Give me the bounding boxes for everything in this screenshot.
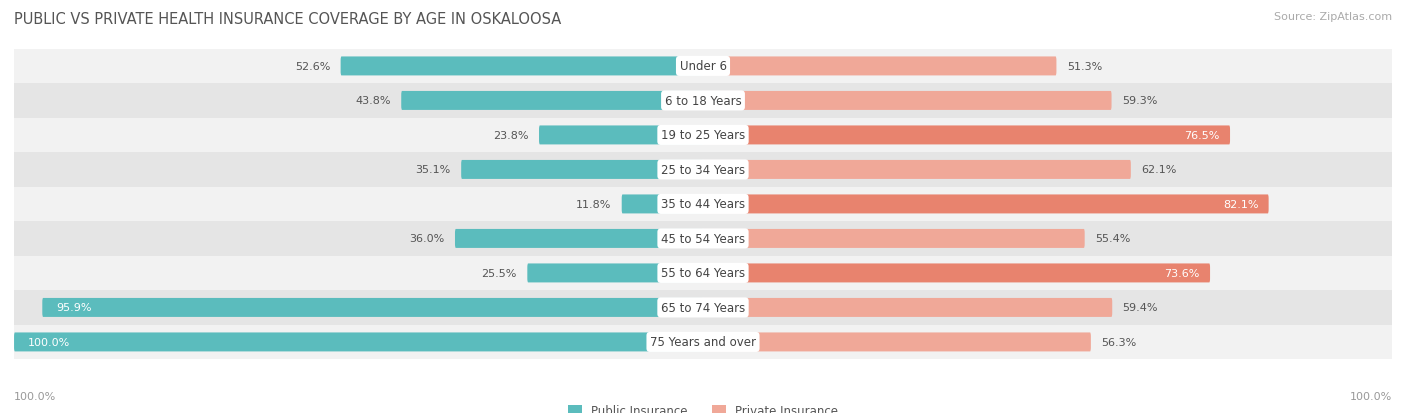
FancyBboxPatch shape: [703, 298, 1112, 317]
FancyBboxPatch shape: [401, 92, 703, 111]
FancyBboxPatch shape: [14, 84, 1392, 119]
Text: 25.5%: 25.5%: [482, 268, 517, 278]
Text: 59.3%: 59.3%: [1122, 96, 1157, 106]
Text: Under 6: Under 6: [679, 60, 727, 73]
Text: Source: ZipAtlas.com: Source: ZipAtlas.com: [1274, 12, 1392, 22]
Text: 19 to 25 Years: 19 to 25 Years: [661, 129, 745, 142]
FancyBboxPatch shape: [703, 126, 1230, 145]
FancyBboxPatch shape: [340, 57, 703, 76]
Text: 62.1%: 62.1%: [1142, 165, 1177, 175]
Text: 35 to 44 Years: 35 to 44 Years: [661, 198, 745, 211]
Text: 75 Years and over: 75 Years and over: [650, 336, 756, 349]
Text: 95.9%: 95.9%: [56, 303, 91, 313]
FancyBboxPatch shape: [703, 332, 1091, 351]
Text: 100.0%: 100.0%: [28, 337, 70, 347]
Text: 36.0%: 36.0%: [409, 234, 444, 244]
Text: 100.0%: 100.0%: [14, 391, 56, 401]
FancyBboxPatch shape: [14, 325, 1392, 359]
Legend: Public Insurance, Private Insurance: Public Insurance, Private Insurance: [564, 399, 842, 413]
Text: 43.8%: 43.8%: [356, 96, 391, 106]
FancyBboxPatch shape: [461, 161, 703, 180]
Text: 55.4%: 55.4%: [1095, 234, 1130, 244]
FancyBboxPatch shape: [703, 57, 1056, 76]
Text: 11.8%: 11.8%: [576, 199, 612, 209]
Text: 65 to 74 Years: 65 to 74 Years: [661, 301, 745, 314]
FancyBboxPatch shape: [14, 50, 1392, 84]
FancyBboxPatch shape: [527, 264, 703, 283]
Text: 45 to 54 Years: 45 to 54 Years: [661, 233, 745, 245]
FancyBboxPatch shape: [42, 298, 703, 317]
FancyBboxPatch shape: [703, 195, 1268, 214]
Text: 73.6%: 73.6%: [1164, 268, 1199, 278]
Text: 55 to 64 Years: 55 to 64 Years: [661, 267, 745, 280]
FancyBboxPatch shape: [456, 229, 703, 248]
Text: 56.3%: 56.3%: [1101, 337, 1136, 347]
Text: 35.1%: 35.1%: [416, 165, 451, 175]
FancyBboxPatch shape: [703, 264, 1211, 283]
Text: 100.0%: 100.0%: [1350, 391, 1392, 401]
FancyBboxPatch shape: [14, 153, 1392, 187]
Text: 76.5%: 76.5%: [1184, 131, 1219, 140]
FancyBboxPatch shape: [621, 195, 703, 214]
FancyBboxPatch shape: [703, 92, 1112, 111]
FancyBboxPatch shape: [14, 332, 703, 351]
Text: 82.1%: 82.1%: [1223, 199, 1258, 209]
Text: 52.6%: 52.6%: [295, 62, 330, 72]
FancyBboxPatch shape: [14, 187, 1392, 222]
FancyBboxPatch shape: [14, 222, 1392, 256]
FancyBboxPatch shape: [703, 161, 1130, 180]
FancyBboxPatch shape: [14, 119, 1392, 153]
Text: 6 to 18 Years: 6 to 18 Years: [665, 95, 741, 108]
FancyBboxPatch shape: [14, 290, 1392, 325]
FancyBboxPatch shape: [703, 229, 1084, 248]
Text: 51.3%: 51.3%: [1067, 62, 1102, 72]
Text: PUBLIC VS PRIVATE HEALTH INSURANCE COVERAGE BY AGE IN OSKALOOSA: PUBLIC VS PRIVATE HEALTH INSURANCE COVER…: [14, 12, 561, 27]
FancyBboxPatch shape: [14, 256, 1392, 290]
Text: 23.8%: 23.8%: [494, 131, 529, 140]
Text: 59.4%: 59.4%: [1122, 303, 1159, 313]
Text: 25 to 34 Years: 25 to 34 Years: [661, 164, 745, 176]
FancyBboxPatch shape: [538, 126, 703, 145]
